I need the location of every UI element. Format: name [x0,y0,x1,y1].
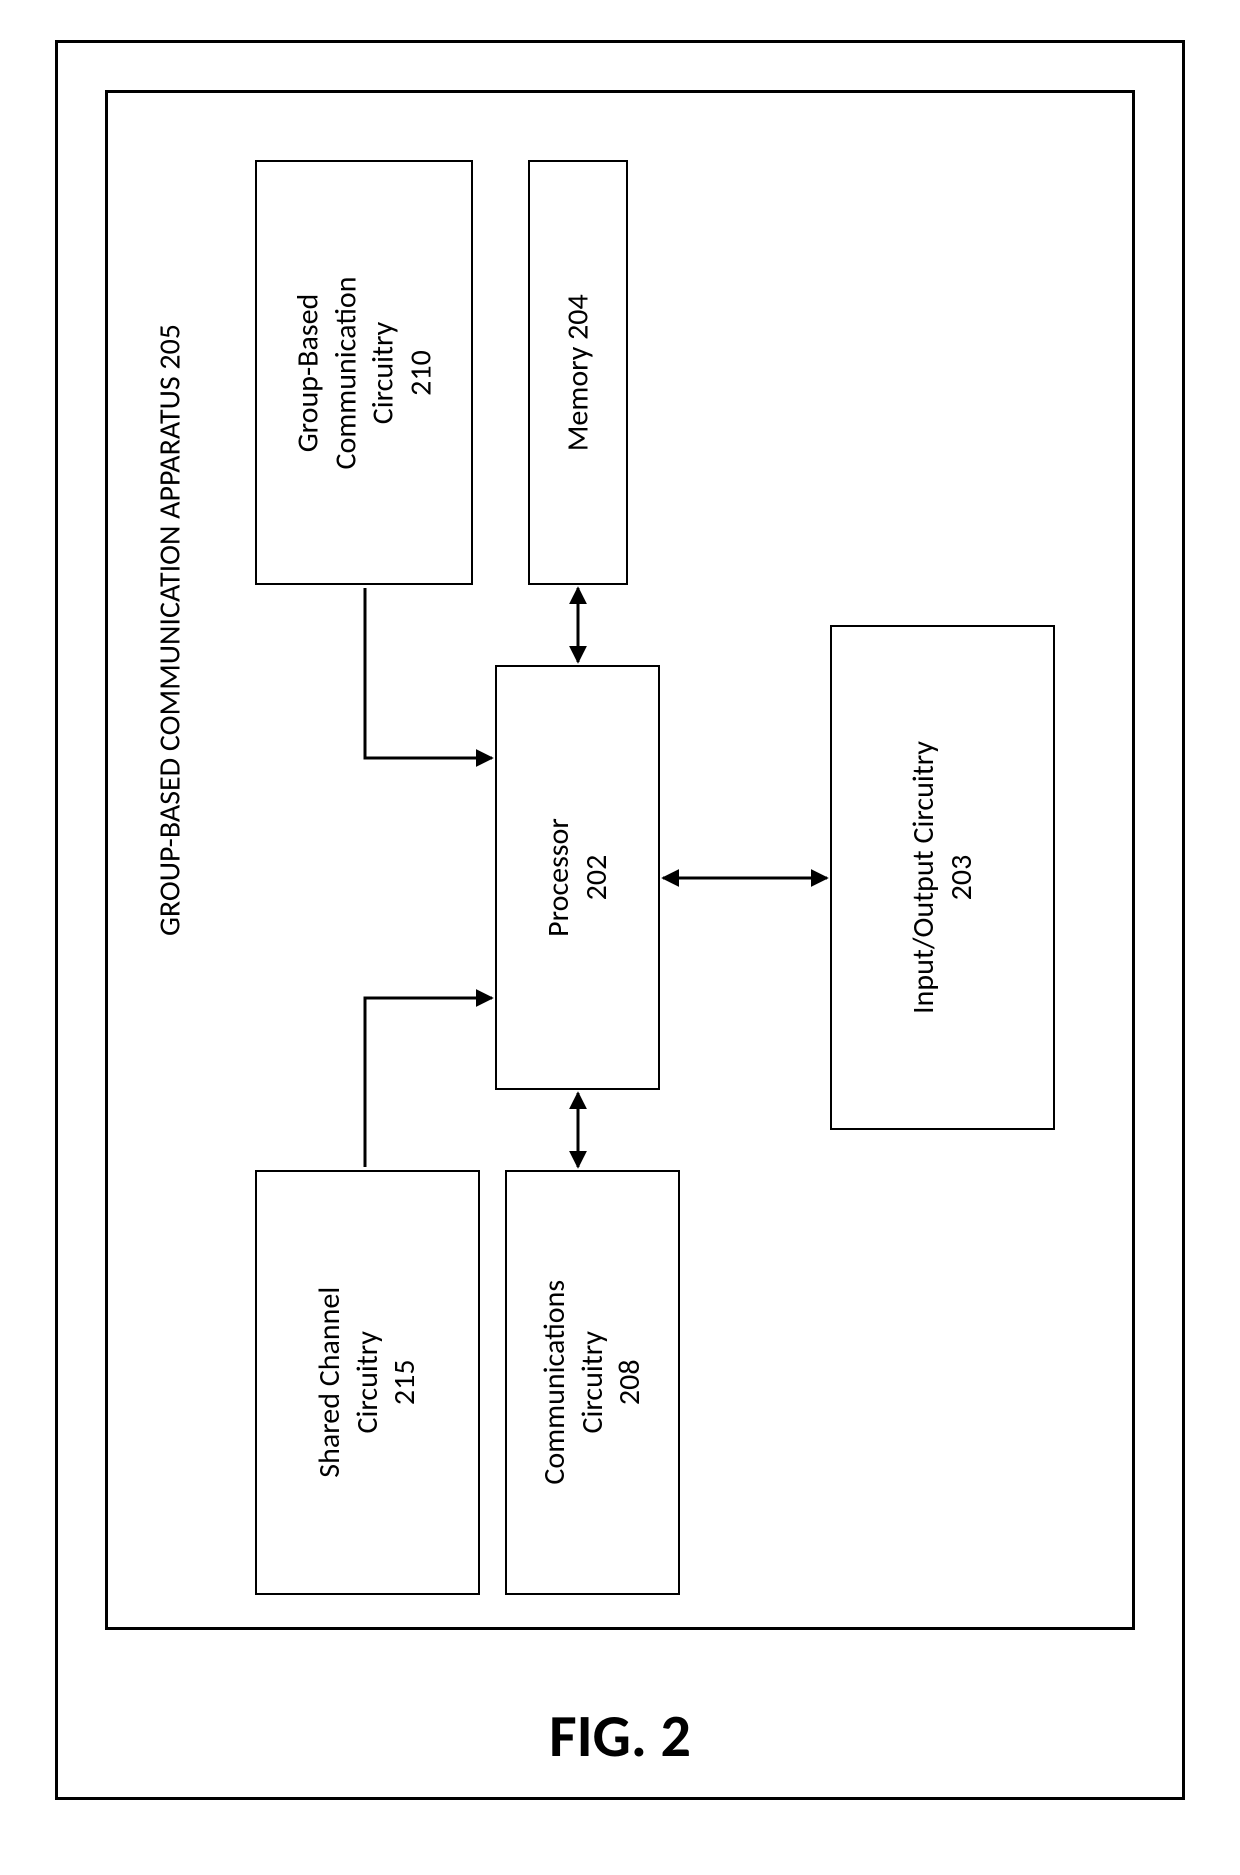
block-group-based-communication-circuitry: Group-BasedCommunicationCircuitry210 [255,160,473,585]
block-input-output-circuitry: Input/Output Circuitry203 [830,625,1055,1130]
block-label: CommunicationsCircuitry208 [536,1280,649,1485]
figure-label: FIG. 2 [470,1700,770,1780]
block-label: Group-BasedCommunicationCircuitry210 [289,276,439,469]
block-shared-channel-circuitry: Shared ChannelCircuitry215 [255,1170,480,1595]
block-processor: Processor202 [495,665,660,1090]
block-label: Memory 204 [559,294,597,451]
block-label: Shared ChannelCircuitry215 [311,1287,424,1478]
apparatus-title: GROUP-BASED COMMUNICATION APPARATUS 205 [152,324,189,936]
figure-label-text: FIG. 2 [549,1700,691,1773]
apparatus-title-text: GROUP-BASED COMMUNICATION APPARATUS 205 [152,324,189,936]
block-communications-circuitry: CommunicationsCircuitry208 [505,1170,680,1595]
block-label: Processor202 [540,818,615,937]
page: GROUP-BASED COMMUNICATION APPARATUS 205 … [0,0,1240,1875]
block-memory: Memory 204 [528,160,628,585]
block-label: Input/Output Circuitry203 [905,741,980,1014]
